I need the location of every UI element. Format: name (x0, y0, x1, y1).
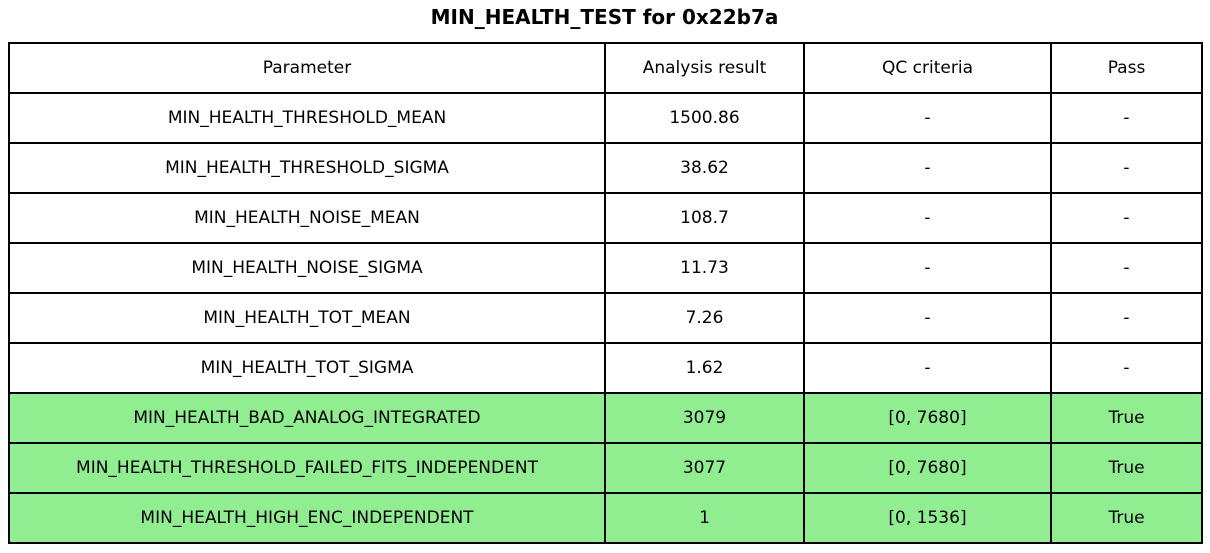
cell-qc: - (803, 142, 1052, 194)
cell-parameter: MIN_HEALTH_NOISE_MEAN (8, 192, 606, 244)
cell-pass: True (1050, 442, 1203, 494)
cell-qc: - (803, 342, 1052, 394)
table-body: MIN_HEALTH_THRESHOLD_MEAN 1500.86 - - MI… (8, 92, 1203, 544)
table-row: MIN_HEALTH_THRESHOLD_SIGMA 38.62 - - (8, 142, 1203, 194)
cell-result: 1.62 (604, 342, 805, 394)
cell-pass: True (1050, 492, 1203, 544)
cell-pass: - (1050, 242, 1203, 294)
cell-parameter: MIN_HEALTH_NOISE_SIGMA (8, 242, 606, 294)
cell-parameter: MIN_HEALTH_BAD_ANALOG_INTEGRATED (8, 392, 606, 444)
header-analysis-result: Analysis result (604, 42, 805, 94)
header-parameter: Parameter (8, 42, 606, 94)
header-pass: Pass (1050, 42, 1203, 94)
cell-qc: - (803, 292, 1052, 344)
cell-pass: - (1050, 342, 1203, 394)
cell-parameter: MIN_HEALTH_THRESHOLD_SIGMA (8, 142, 606, 194)
qc-results-table: Parameter Analysis result QC criteria Pa… (8, 42, 1203, 544)
cell-result: 7.26 (604, 292, 805, 344)
cell-parameter: MIN_HEALTH_HIGH_ENC_INDEPENDENT (8, 492, 606, 544)
table-row: MIN_HEALTH_NOISE_SIGMA 11.73 - - (8, 242, 1203, 294)
cell-parameter: MIN_HEALTH_THRESHOLD_FAILED_FITS_INDEPEN… (8, 442, 606, 494)
cell-parameter: MIN_HEALTH_TOT_MEAN (8, 292, 606, 344)
table-row: MIN_HEALTH_TOT_MEAN 7.26 - - (8, 292, 1203, 344)
cell-pass: - (1050, 192, 1203, 244)
cell-result: 1500.86 (604, 92, 805, 144)
table-row: MIN_HEALTH_NOISE_MEAN 108.7 - - (8, 192, 1203, 244)
table-row: MIN_HEALTH_TOT_SIGMA 1.62 - - (8, 342, 1203, 394)
cell-parameter: MIN_HEALTH_THRESHOLD_MEAN (8, 92, 606, 144)
cell-result: 11.73 (604, 242, 805, 294)
cell-qc: [0, 1536] (803, 492, 1052, 544)
cell-qc: - (803, 192, 1052, 244)
header-qc-criteria: QC criteria (803, 42, 1052, 94)
cell-result: 3079 (604, 392, 805, 444)
cell-result: 3077 (604, 442, 805, 494)
table-row-pass: MIN_HEALTH_BAD_ANALOG_INTEGRATED 3079 [0… (8, 392, 1203, 444)
cell-result: 108.7 (604, 192, 805, 244)
cell-parameter: MIN_HEALTH_TOT_SIGMA (8, 342, 606, 394)
cell-result: 38.62 (604, 142, 805, 194)
cell-qc: - (803, 242, 1052, 294)
cell-pass: - (1050, 292, 1203, 344)
cell-qc: [0, 7680] (803, 392, 1052, 444)
cell-result: 1 (604, 492, 805, 544)
cell-qc: - (803, 92, 1052, 144)
figure-title: MIN_HEALTH_TEST for 0x22b7a (430, 5, 779, 29)
table-row: MIN_HEALTH_THRESHOLD_MEAN 1500.86 - - (8, 92, 1203, 144)
cell-pass: True (1050, 392, 1203, 444)
cell-pass: - (1050, 92, 1203, 144)
cell-qc: [0, 7680] (803, 442, 1052, 494)
table-row-pass: MIN_HEALTH_THRESHOLD_FAILED_FITS_INDEPEN… (8, 442, 1203, 494)
table-row-pass: MIN_HEALTH_HIGH_ENC_INDEPENDENT 1 [0, 15… (8, 492, 1203, 544)
cell-pass: - (1050, 142, 1203, 194)
header-row: Parameter Analysis result QC criteria Pa… (8, 42, 1203, 94)
